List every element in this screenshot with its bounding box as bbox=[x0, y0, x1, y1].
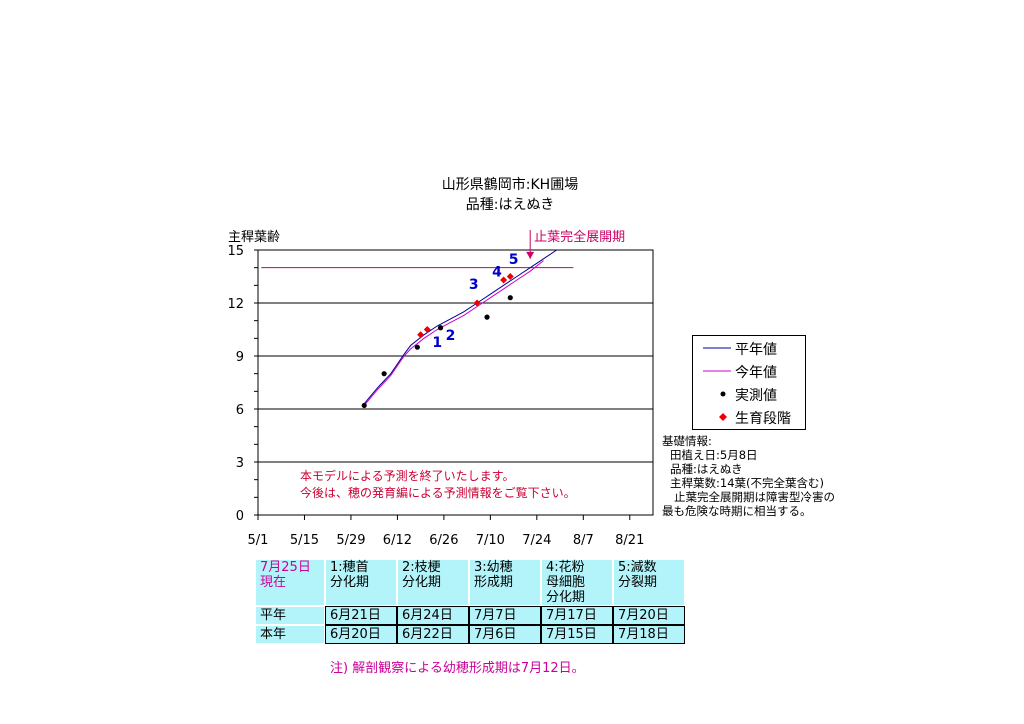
y-tick-label: 15 bbox=[227, 244, 244, 259]
basic-info-note-1: 止葉完全展開期は障害型冷害の bbox=[674, 490, 835, 504]
stage-header-3-l1: 3:幼穂 bbox=[474, 560, 513, 575]
x-tick-label: 6/12 bbox=[383, 533, 412, 548]
legend-line-normal bbox=[703, 347, 731, 349]
x-tick-label: 5/29 bbox=[336, 533, 365, 548]
legend-label-stage: 生育段階 bbox=[735, 411, 791, 427]
x-tick-label: 8/7 bbox=[573, 533, 594, 548]
x-tick-label: 7/10 bbox=[476, 533, 505, 548]
y-tick-label: 3 bbox=[236, 456, 244, 471]
legend-item-current: 今年値 bbox=[693, 360, 805, 382]
series-line-1 bbox=[363, 260, 544, 406]
stage-number-label: 5 bbox=[509, 252, 519, 268]
stage-header-5: 5:減数 分裂期 bbox=[613, 559, 685, 606]
measured-point bbox=[484, 314, 490, 320]
stage-current-2: 6月22日 bbox=[397, 625, 469, 644]
chart-subtitle: 品種:はえぬき bbox=[465, 197, 555, 213]
stage-row-current-label: 本年 bbox=[255, 625, 325, 644]
footnote: 注) 解剖観察による幼穂形成期は7月12日。 bbox=[330, 661, 585, 676]
measured-point bbox=[381, 371, 387, 377]
stage-number-label: 1 bbox=[432, 335, 442, 351]
notice-text: 本モデルによる予測を終了いたします。 今後は、穂の発育編による予測情報をご覧下さ… bbox=[300, 468, 576, 502]
notice-line-2: 今後は、穂の発育編による予測情報をご覧下さい。 bbox=[300, 486, 576, 500]
plot-area bbox=[257, 249, 654, 516]
stage-header-2: 2:枝梗 分化期 bbox=[397, 559, 469, 606]
stage-header-1-l1: 1:穂首 bbox=[330, 560, 369, 575]
y-tick-label: 6 bbox=[236, 403, 244, 418]
legend-item-normal: 平年値 bbox=[693, 337, 805, 359]
stage-table-date-cell: 7月25日 現在 bbox=[255, 559, 325, 606]
stage-date-line-2: 現在 bbox=[260, 575, 287, 590]
y-tick-label: 12 bbox=[227, 297, 244, 312]
stage-header-4: 4:花粉 母細胞 分化期 bbox=[541, 559, 613, 606]
stage-normal-2: 6月24日 bbox=[397, 606, 469, 625]
stage-normal-1: 6月21日 bbox=[325, 606, 397, 625]
stage-normal-4: 7月17日 bbox=[541, 606, 613, 625]
stage-number-label: 3 bbox=[469, 277, 479, 293]
x-tick-label: 8/21 bbox=[615, 533, 644, 548]
stage-row-normal: 平年 6月21日 6月24日 7月7日 7月17日 7月20日 bbox=[255, 606, 685, 625]
basic-info-leaf-count: 主稈葉数:14葉(不完全葉含む) bbox=[670, 476, 824, 490]
stage-normal-3: 7月7日 bbox=[469, 606, 541, 625]
stage-header-3-l2: 形成期 bbox=[474, 575, 514, 590]
stage-number-label: 4 bbox=[492, 265, 502, 281]
chart-title: 山形県鶴岡市:KH圃場 bbox=[441, 177, 579, 193]
stage-header-5-l1: 5:減数 bbox=[618, 560, 657, 575]
stage-header-4-l1: 4:花粉 bbox=[546, 560, 585, 575]
x-tick-label: 5/1 bbox=[248, 533, 269, 548]
stage-point bbox=[423, 326, 431, 333]
stage-header-4-l2: 母細胞 bbox=[546, 575, 586, 590]
stage-current-1: 6月20日 bbox=[325, 625, 397, 644]
stage-header-1: 1:穂首 分化期 bbox=[325, 559, 397, 606]
y-tick-label: 9 bbox=[236, 350, 244, 365]
legend-dot-measured bbox=[720, 391, 726, 397]
basic-info-note-2: 最も危険な時期に相当する。 bbox=[662, 504, 812, 518]
stage-row-current: 本年 6月20日 6月22日 7月6日 7月15日 7月18日 bbox=[255, 625, 685, 644]
legend-item-stage: 生育段階 bbox=[693, 406, 805, 428]
y-tick-label: 0 bbox=[236, 509, 244, 524]
stop-leaf-arrow-head bbox=[526, 251, 535, 259]
legend-label-normal: 平年値 bbox=[735, 342, 777, 358]
stage-point bbox=[473, 299, 481, 307]
legend-diamond-stage bbox=[719, 413, 727, 421]
legend-item-measured: 実測値 bbox=[693, 383, 805, 405]
stage-table-header-row: 7月25日 現在 1:穂首 分化期 2:枝梗 分化期 3:幼穂 形成期 4:花粉… bbox=[255, 559, 685, 606]
stage-date-line-1: 7月25日 bbox=[260, 560, 311, 575]
stage-row-normal-label: 平年 bbox=[255, 606, 325, 625]
stop-leaf-label: 止葉完全展開期 bbox=[534, 229, 625, 245]
series-line-0 bbox=[363, 249, 557, 405]
stage-header-2-l2: 分化期 bbox=[402, 575, 442, 590]
stage-current-3: 7月6日 bbox=[469, 625, 541, 644]
x-tick-label: 7/24 bbox=[522, 533, 551, 548]
stage-current-4: 7月15日 bbox=[541, 625, 613, 644]
chart-legend: 平年値 今年値 実測値 生育段階 bbox=[692, 335, 806, 430]
x-tick-label: 5/15 bbox=[290, 533, 319, 548]
basic-info-heading: 基礎情報: bbox=[662, 434, 712, 448]
stage-table: 7月25日 現在 1:穂首 分化期 2:枝梗 分化期 3:幼穂 形成期 4:花粉… bbox=[255, 559, 685, 644]
x-tick-label: 6/26 bbox=[429, 533, 458, 548]
measured-point bbox=[507, 295, 513, 301]
legend-label-current: 今年値 bbox=[735, 365, 777, 381]
basic-info: 基礎情報: 田植え日:5月8日 品種:はえぬき 主稈葉数:14葉(不完全葉含む)… bbox=[662, 434, 835, 518]
stage-header-4-l3: 分化期 bbox=[546, 590, 586, 605]
stage-header-1-l2: 分化期 bbox=[330, 575, 370, 590]
stage-current-5: 7月18日 bbox=[613, 625, 685, 644]
legend-label-measured: 実測値 bbox=[735, 388, 777, 404]
basic-info-variety: 品種:はえぬき bbox=[670, 462, 743, 476]
y-axis-label: 主稈葉齢 bbox=[228, 230, 281, 245]
stage-header-2-l1: 2:枝梗 bbox=[402, 560, 441, 575]
measured-point bbox=[437, 325, 444, 331]
measured-point bbox=[361, 402, 367, 409]
stage-point bbox=[417, 331, 425, 339]
measured-point bbox=[414, 344, 420, 350]
stage-number-label: 2 bbox=[446, 328, 456, 344]
stage-header-5-l2: 分裂期 bbox=[618, 575, 658, 590]
stage-point bbox=[506, 273, 514, 280]
stage-header-3: 3:幼穂 形成期 bbox=[469, 559, 541, 606]
legend-line-current bbox=[703, 370, 731, 372]
stage-point bbox=[500, 276, 508, 284]
basic-info-planting: 田植え日:5月8日 bbox=[670, 448, 758, 462]
stage-normal-5: 7月20日 bbox=[613, 606, 685, 625]
notice-line-1: 本モデルによる予測を終了いたします。 bbox=[300, 469, 515, 483]
